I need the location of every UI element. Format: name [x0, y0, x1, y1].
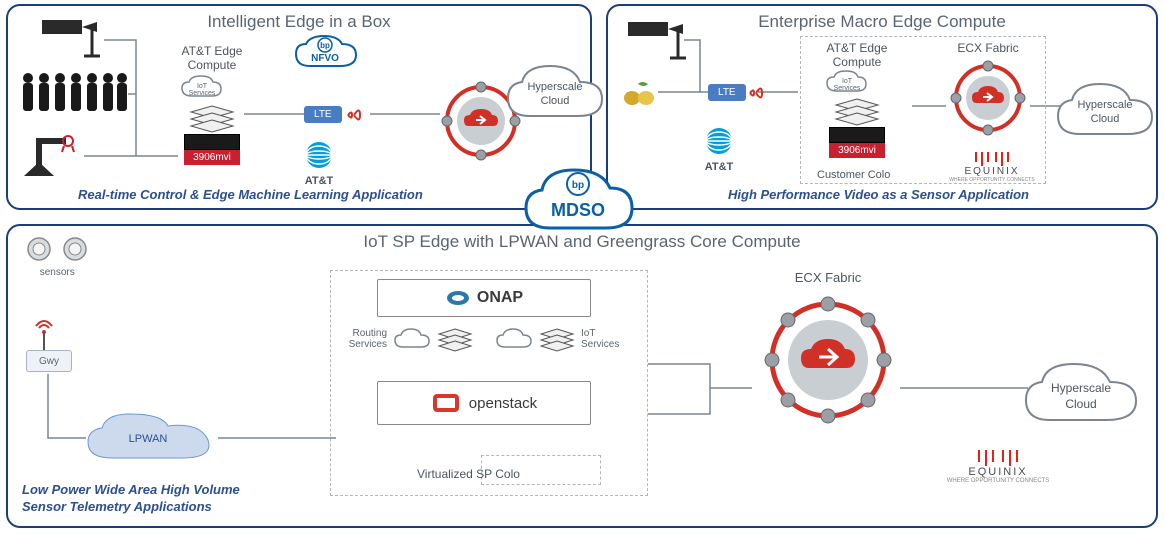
device-box: 3906mvi [184, 134, 240, 165]
colo-label: Virtualized SP Colo [417, 467, 520, 481]
iot-services: IoT Services [493, 327, 643, 351]
svg-text:NFVO: NFVO [311, 53, 339, 64]
svg-text:Cloud: Cloud [1065, 397, 1096, 411]
iot-cloud-icon: IoT Services [822, 69, 892, 97]
colo-label: Customer Colo [817, 169, 890, 181]
stack-icon [435, 327, 475, 351]
openstack-box: openstack [377, 381, 591, 425]
stack-icon [537, 327, 577, 351]
att-globe-icon [304, 140, 334, 170]
svg-text:MDSO: MDSO [551, 200, 605, 220]
svg-text:Hyperscale: Hyperscale [1051, 381, 1111, 395]
ecx-fabric: ECX Fabric [748, 270, 908, 435]
openstack-logo-icon [431, 390, 461, 416]
svg-text:Hyperscale: Hyperscale [527, 81, 582, 93]
nfvo-cloud-icon: bp NFVO [292, 34, 362, 74]
svg-text:Cloud: Cloud [541, 95, 570, 107]
att-edge-label: AT&T Edge Compute [162, 44, 262, 72]
svg-text:Services: Services [189, 90, 216, 97]
ecx-label: ECX Fabric [748, 270, 908, 285]
hyperscale-cloud-icon: Hyperscale Cloud [1018, 354, 1148, 434]
svg-text:Hyperscale: Hyperscale [1077, 99, 1132, 111]
svg-text:bp: bp [320, 41, 330, 50]
wireless-icon [746, 82, 768, 104]
svg-text:bp: bp [572, 180, 584, 191]
panel-subtitle: Real-time Control & Edge Machine Learnin… [78, 187, 423, 202]
onap-logo-icon [445, 288, 471, 308]
att-logo: AT&T [304, 140, 334, 187]
lte-badge: LTE [708, 84, 746, 101]
att-globe-icon [704, 126, 734, 156]
lte-badge: LTE [304, 106, 342, 123]
device-box: 3906mvi [829, 127, 885, 158]
panel-subtitle: High Performance Video as a Sensor Appli… [728, 187, 1029, 202]
equinix-brand: EQUINIX WHERE OPPORTUNITY CONNECTS [938, 450, 1058, 484]
stack-icon [832, 97, 882, 125]
ecx-fabric: ECX Fabric [933, 41, 1043, 141]
equinix-brand: EQUINIX WHERE OPPORTUNITY CONNECTS [942, 152, 1042, 183]
stack-icon [187, 104, 237, 132]
svg-text:IoT: IoT [842, 78, 853, 85]
iot-cloud-icon [493, 327, 537, 351]
ecx-hub-icon [753, 285, 903, 435]
att-edge-compute: AT&T Edge Compute IoT Services 3906mvi [162, 44, 262, 165]
att-edge-compute: AT&T Edge Compute IoT Services 3906mvi [807, 41, 907, 158]
panel-iot-sp-edge: IoT SP Edge with LPWAN and Greengrass Co… [6, 224, 1158, 528]
panel-intelligent-edge: Intelligent Edge in a Box [6, 4, 592, 210]
wireless-icon [344, 104, 366, 126]
svg-text:IoT: IoT [197, 83, 208, 90]
svg-text:Services: Services [834, 85, 861, 92]
equinix-icon [972, 152, 1012, 166]
att-brand-label: AT&T [304, 175, 334, 187]
onap-box: ONAP [377, 279, 591, 317]
sp-colo-box: ONAP Routing Services IoT Services opens… [330, 270, 648, 496]
iot-cloud-icon [391, 327, 435, 351]
att-logo: AT&T [704, 126, 734, 173]
svg-text:Cloud: Cloud [1091, 113, 1120, 125]
hyperscale-cloud-icon: Hyperscale Cloud [502, 58, 612, 130]
mdso-cloud-icon: bp MDSO [520, 162, 640, 242]
ecx-hub-icon [945, 55, 1031, 141]
panel-enterprise-macro: Enterprise Macro Edge Compute LTE AT&T [606, 4, 1158, 210]
panel-subtitle: Low Power Wide Area High Volume Sensor T… [22, 482, 282, 516]
routing-services: Routing Services [337, 327, 487, 351]
att-brand-label: AT&T [704, 161, 734, 173]
iot-cloud-icon: IoT Services [177, 74, 247, 104]
att-edge-label: AT&T Edge Compute [807, 41, 907, 69]
equinix-icon [975, 450, 1021, 466]
ecx-label: ECX Fabric [933, 41, 1043, 55]
hyperscale-cloud-icon: Hyperscale Cloud [1052, 76, 1162, 148]
